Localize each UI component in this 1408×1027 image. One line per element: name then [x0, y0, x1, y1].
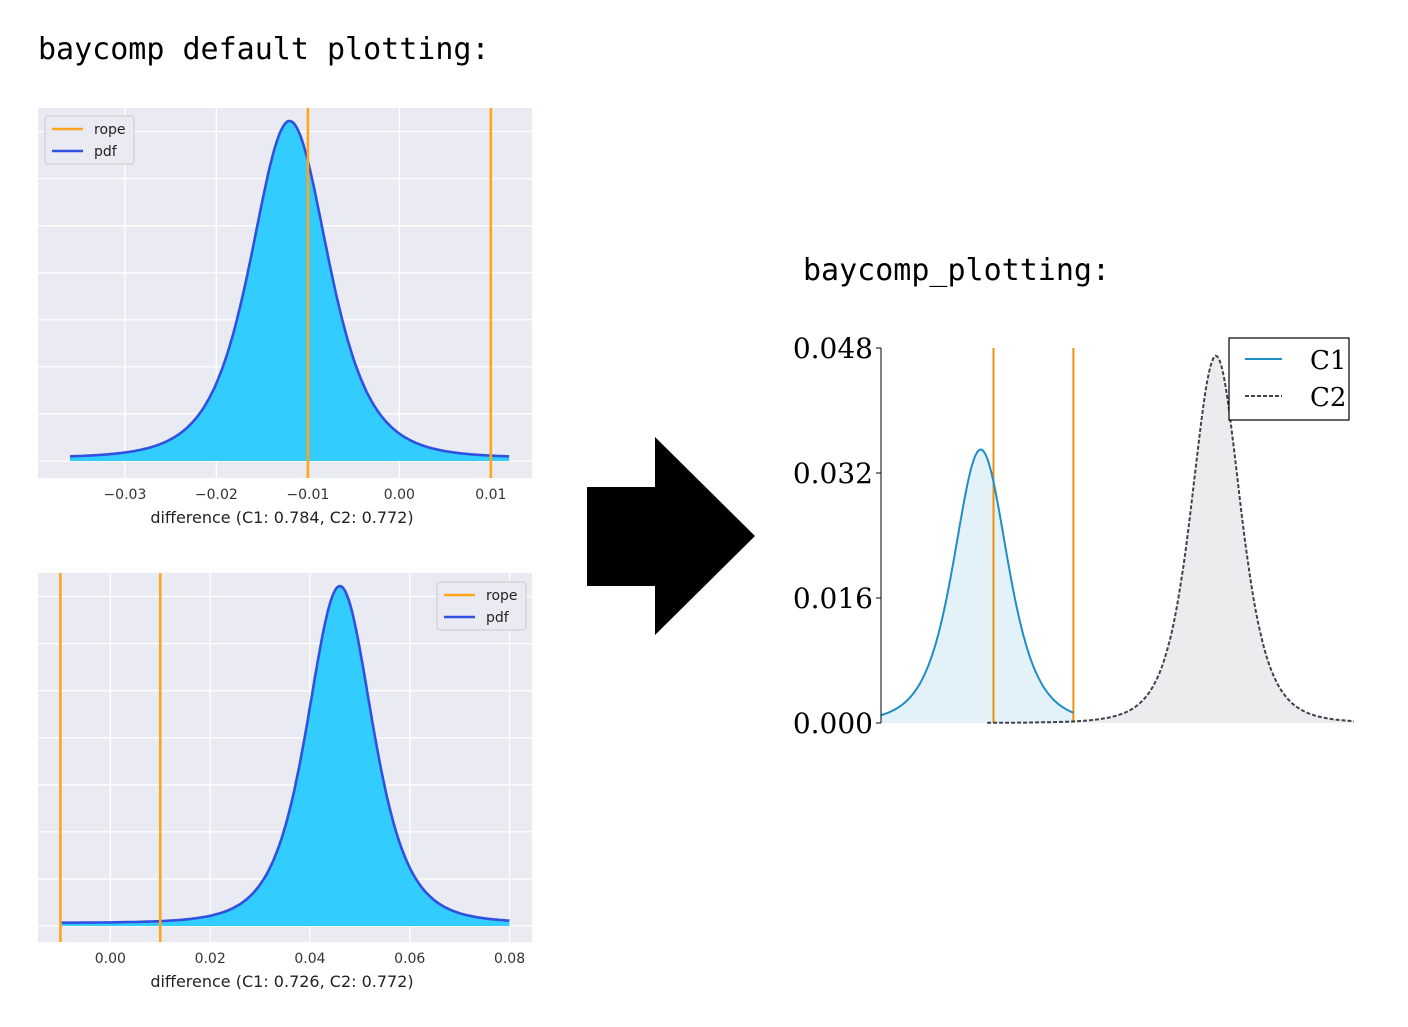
pdf-line — [60, 584, 510, 925]
x-tick-label: −0.03 — [103, 487, 146, 503]
y-tick-label: 0.000 — [793, 707, 873, 740]
x-tick-label: 0.06 — [394, 951, 425, 967]
x-tick-label: 0.00 — [384, 487, 415, 503]
x-tick-label: 0.08 — [494, 951, 525, 967]
legend-label-rope: rope — [94, 122, 126, 138]
heading-baycomp-plotting: baycomp_plotting: — [803, 253, 1111, 288]
legend-label-rope: rope — [486, 588, 518, 604]
y-tick-label: 0.016 — [793, 582, 873, 615]
x-tick-label: 0.01 — [475, 487, 506, 503]
chart-default-top: −0.03 −0.02 −0.01 0.00 0.01 difference (C1: 0… — [38, 108, 532, 527]
pdf-fill-area — [70, 121, 510, 461]
pdf-line — [69, 119, 510, 458]
series-C2-fill — [987, 355, 1354, 723]
legend: rope pdf — [436, 581, 527, 631]
y-tick-label: 0.048 — [793, 332, 873, 365]
x-tick-label: 0.04 — [294, 951, 325, 967]
legend-label-C2: C2 — [1310, 383, 1346, 413]
legend-label-pdf: pdf — [94, 144, 118, 160]
x-tick-label: 0.00 — [95, 951, 126, 967]
x-tick-label: −0.01 — [286, 487, 329, 503]
x-axis-label: difference (C1: 0.784, C2: 0.772) — [150, 508, 413, 527]
heading-default-plotting: baycomp default plotting: — [38, 32, 490, 67]
legend-label-pdf: pdf — [486, 610, 510, 626]
series-C2-line — [987, 354, 1354, 724]
series-C1-fill — [881, 449, 1074, 723]
x-tick-label: −0.02 — [195, 487, 238, 503]
series-C1-line — [880, 448, 1074, 717]
pdf-fill-area — [60, 586, 510, 926]
legend-box — [1228, 337, 1350, 421]
x-tick-label: 0.02 — [195, 951, 226, 967]
legend: rope pdf — [44, 115, 135, 165]
y-tick-label: 0.032 — [793, 457, 873, 490]
x-axis-label: difference (C1: 0.726, C2: 0.772) — [150, 972, 413, 991]
right-arrow-icon — [587, 437, 755, 635]
legend-label-C1: C1 — [1310, 346, 1346, 376]
chart-default-bottom: 0.00 0.02 0.04 0.06 0.08 difference (C1: 0.72… — [38, 573, 532, 991]
